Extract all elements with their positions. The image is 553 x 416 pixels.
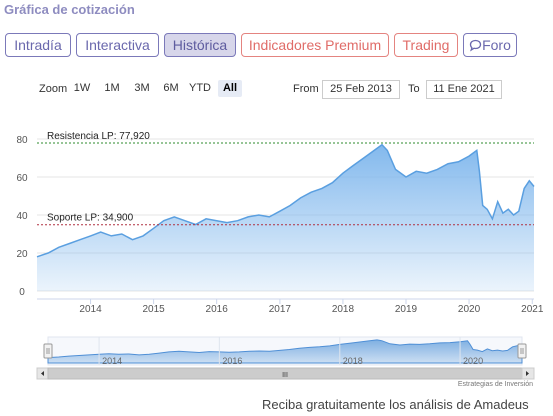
- tab-label: Histórica: [172, 37, 228, 53]
- to-date-input[interactable]: 11 Ene 2021: [426, 80, 502, 99]
- x-tick-label: 2021: [521, 304, 544, 315]
- y-tick-label: 40: [16, 211, 28, 222]
- tab-interactiva[interactable]: Interactiva: [76, 33, 159, 57]
- plot-lines: Resistencia LP: 77,920 Soporte LP: 34,900: [37, 131, 534, 226]
- navigator-area: [47, 339, 523, 364]
- tab-label: Trading: [402, 37, 450, 53]
- scrollbar-track[interactable]: [36, 367, 535, 380]
- price-area: [37, 144, 534, 291]
- y-tick-label: 0: [19, 287, 25, 298]
- range-selector: Zoom 1W 1M 3M 6M YTD All From 25 Feb 201…: [0, 80, 553, 99]
- chart-credit: Estrategias de Inversión: [458, 381, 533, 388]
- navigator-tick-label: 2020: [463, 356, 483, 366]
- zoom-6m-button[interactable]: 6M: [163, 82, 179, 94]
- x-tick-label: 2015: [142, 304, 165, 315]
- navigator-handle-right[interactable]: [517, 343, 527, 359]
- arrow-left-icon: [41, 371, 44, 376]
- page-title: Gráfica de cotización: [4, 2, 135, 17]
- tab-foro[interactable]: Foro: [463, 33, 517, 57]
- x-axis: 2014 2015 2016 2017 2018 2019 2020 2021: [79, 299, 544, 315]
- x-tick-label: 2019: [395, 304, 418, 315]
- tab-label: Foro: [482, 37, 511, 53]
- zoom-all-button[interactable]: All: [218, 80, 242, 97]
- from-date-input[interactable]: 25 Feb 2013: [322, 80, 400, 99]
- price-line: [36, 143, 535, 258]
- plot-line-label: Resistencia LP: 77,920: [47, 131, 150, 142]
- navigator-tick-label: 2018: [343, 356, 363, 366]
- zoom-3m-button[interactable]: 3M: [134, 82, 150, 94]
- arrow-right-icon: [526, 371, 529, 376]
- chart-grid: [37, 138, 534, 292]
- scrollbar-thumb[interactable]: [47, 367, 523, 380]
- tab-historica[interactable]: Histórica: [164, 33, 236, 57]
- zoom-label: Zoom: [39, 83, 68, 95]
- y-tick-label: 60: [16, 173, 28, 184]
- zoom-1w-button[interactable]: 1W: [73, 82, 91, 94]
- x-tick-label: 2014: [79, 304, 102, 315]
- navigator-tick-label: 2016: [222, 356, 242, 366]
- scrollbar-grip: III: [282, 372, 288, 379]
- to-label: To: [408, 83, 420, 95]
- x-tick-label: 2017: [269, 304, 292, 315]
- price-chart: 0 20 40 60 80 Resistencia LP: 77,920 Soporte …: [16, 131, 544, 388]
- plot-line-label: Soporte LP: 34,900: [47, 213, 134, 224]
- navigator-frame: [47, 336, 523, 366]
- tab-trading[interactable]: Trading: [394, 33, 458, 57]
- navigator-handle-left[interactable]: [43, 343, 53, 359]
- tab-label: Indicadores Premium: [248, 37, 382, 53]
- y-tick-label: 20: [16, 249, 28, 260]
- zoom-1m-button[interactable]: 1M: [104, 82, 120, 94]
- x-tick-label: 2020: [458, 304, 481, 315]
- x-tick-label: 2018: [332, 304, 355, 315]
- tab-label: Interactiva: [85, 37, 150, 53]
- from-label: From: [293, 83, 319, 95]
- y-axis: 0 20 40 60 80: [16, 135, 28, 298]
- scrollbar-left-button[interactable]: [36, 367, 49, 380]
- navigator-axis: 2014 2016 2018 2020: [98, 337, 483, 366]
- tab-indicadores-premium[interactable]: Indicadores Premium: [241, 33, 389, 57]
- y-tick-label: 80: [16, 135, 28, 146]
- navigator-tick-label: 2014: [102, 356, 122, 366]
- x-tick-label: 2016: [206, 304, 229, 315]
- speech-bubble-icon: [469, 39, 482, 52]
- scrollbar-right-button[interactable]: [521, 367, 535, 380]
- tab-intradia[interactable]: Intradía: [5, 33, 71, 57]
- zoom-ytd-button[interactable]: YTD: [189, 82, 211, 94]
- tab-label: Intradía: [14, 37, 62, 53]
- footer-text: Reciba gratuitamente los análisis de Ama…: [262, 397, 529, 412]
